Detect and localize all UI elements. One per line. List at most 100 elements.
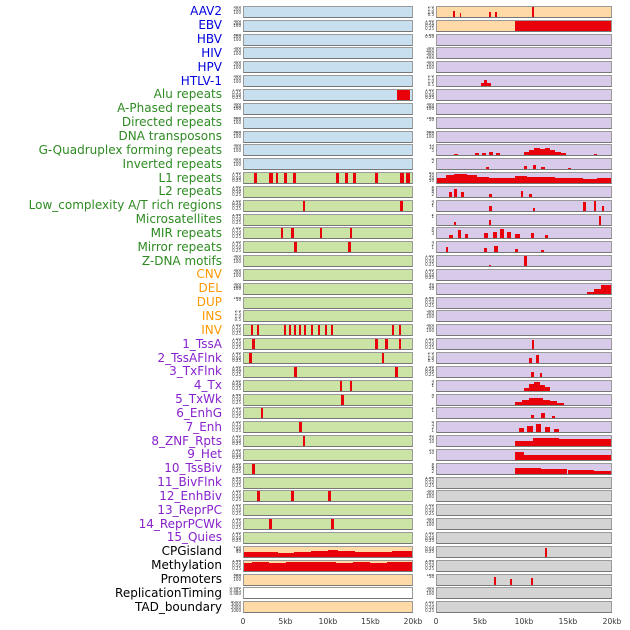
- data-mark: [532, 164, 537, 170]
- data-mark: [370, 562, 387, 571]
- track-label: Directed repeats: [121, 116, 222, 130]
- y-axis-ticks-left: 300 200 100: [233, 158, 241, 167]
- track-row: 1_TssA 1.00 0.75 0.50 0.25 1.00 0.75 0.50 0.25: [0, 337, 630, 351]
- data-mark: [319, 562, 337, 571]
- data-mark: [553, 428, 559, 433]
- data-mark: [544, 426, 551, 433]
- y-axis-ticks-right: 500 400 300 200 100: [426, 47, 434, 60]
- y-axis-ticks-left: 1.00 0.75 0.50 0.25: [232, 352, 241, 364]
- data-mark: [391, 550, 412, 557]
- data-mark: [597, 177, 611, 184]
- track-label: 6_EnhG: [176, 406, 222, 420]
- track-row: Microsatellites 1.00 0.75 0.50 0.25 2 1: [0, 213, 630, 227]
- y-axis-ticks-left: 1.00 0.75 0.50 0.25: [232, 476, 241, 488]
- track-label: TAD_boundary: [134, 600, 222, 614]
- track-row: DUP 100 50 1.00 0.75 0.50 0.25: [0, 296, 630, 310]
- data-mark: [593, 289, 601, 294]
- track-label: Inverted repeats: [122, 157, 222, 171]
- y-axis-ticks-left: 300 200 100: [233, 61, 241, 70]
- data-mark: [375, 339, 378, 350]
- data-mark: [331, 325, 334, 336]
- axis-spacer-left: [0, 614, 243, 629]
- track-panel-right: [436, 5, 612, 18]
- y-axis-ticks-left: 2.0 1.5 1.0 0.5: [234, 310, 241, 322]
- track-panel-left: [243, 531, 413, 544]
- track-label: 5_TxWk: [175, 393, 222, 407]
- x-tick-label: 5kb: [473, 617, 487, 627]
- x-tick-label: 20kb: [403, 617, 423, 627]
- data-mark: [536, 355, 539, 364]
- track-label: Z-DNA motifs: [141, 254, 222, 268]
- data-mark: [338, 551, 355, 557]
- data-mark: [395, 366, 398, 377]
- data-mark: [275, 173, 279, 184]
- data-mark: [598, 215, 602, 225]
- data-mark: [328, 549, 339, 557]
- data-mark: [341, 394, 344, 405]
- y-axis-ticks-left: 1.00 0.75 0.50 0.25: [232, 227, 241, 239]
- track-label: HIV: [201, 46, 222, 60]
- track-panel-right: [436, 462, 612, 475]
- track-label: Methylation: [151, 559, 222, 573]
- data-mark: [569, 178, 584, 184]
- track-label: L1 repeats: [158, 171, 223, 185]
- track-label: CNV: [196, 268, 222, 282]
- data-mark: [354, 552, 372, 557]
- track-panel-left: [243, 158, 413, 171]
- y-axis-ticks-right: 300 200 100: [426, 324, 434, 333]
- y-axis-ticks-right: 500 300 100: [426, 490, 434, 500]
- data-mark: [524, 166, 528, 170]
- data-mark: [299, 422, 302, 433]
- y-axis-ticks-left: 1.00 0.75 0.50 0.25: [232, 518, 241, 530]
- track-row: 9_Het 1.00 0.75 0.50 0.25 20 10: [0, 448, 630, 462]
- data-mark: [280, 228, 284, 239]
- track-row: L2 repeats 1.00 0.75 0.50 0.25 8 6 4 2: [0, 185, 630, 199]
- track-row: HPV 300 200 100 300 200 100: [0, 60, 630, 74]
- data-mark: [539, 384, 545, 391]
- data-mark: [550, 401, 558, 405]
- x-tick-label: 15kb: [361, 617, 380, 627]
- y-axis-ticks-right: 15 10 5: [428, 144, 434, 153]
- data-mark: [454, 221, 457, 225]
- data-mark: [269, 173, 273, 184]
- data-mark: [531, 340, 535, 350]
- y-axis-ticks-left: 300 200 100: [233, 102, 241, 112]
- track-panel-left: [243, 61, 413, 74]
- track-row: HTLV-1 300 200 100 2.0 1.5 1.0 0.5: [0, 74, 630, 88]
- data-mark: [284, 325, 287, 336]
- data-mark: [539, 372, 543, 377]
- y-axis-ticks-left: 1.00 0.75 0.50 0.25: [232, 504, 241, 516]
- data-mark: [515, 176, 528, 184]
- track-label: AAV2: [190, 5, 222, 19]
- track-panel-left: [243, 241, 413, 254]
- track-row: L1 repeats 1.00 0.75 0.50 0.25 40 30 20 10: [0, 171, 630, 185]
- data-mark: [524, 152, 530, 156]
- y-axis-ticks-left: 300 200 100: [233, 255, 241, 264]
- data-mark: [534, 381, 540, 391]
- y-axis-ticks-right: 1.00 0.75 0.50 0.25: [425, 296, 434, 309]
- y-axis-ticks-left: 1.00 0.75 0.50 0.25: [232, 338, 241, 350]
- track-row: HBV 300 200 100 1.00 0.50: [0, 33, 630, 47]
- track-panel-left: [243, 116, 413, 129]
- track-label: 7_Enh: [185, 420, 222, 434]
- data-mark: [269, 562, 286, 571]
- data-mark: [532, 208, 535, 211]
- data-mark: [593, 470, 611, 474]
- y-axis-ticks-left: 1.00 0.75 0.50 0.25: [232, 365, 241, 378]
- data-mark: [260, 551, 278, 557]
- data-mark: [336, 173, 339, 184]
- data-mark: [487, 82, 491, 87]
- y-axis-ticks-right: 1.00 0.75 0.50 0.25: [425, 531, 434, 544]
- track-panel-right: [436, 172, 612, 185]
- data-mark: [319, 228, 323, 239]
- data-mark: [289, 325, 292, 336]
- y-axis-ticks-left: 300 200 100: [233, 33, 241, 43]
- track-panel-right: [436, 476, 612, 489]
- data-mark: [292, 173, 297, 184]
- y-axis-ticks-left: 300 200 100: [233, 282, 241, 292]
- data-mark: [400, 173, 404, 184]
- track-label: HPV: [197, 60, 222, 74]
- x-tick-label: 20kb: [602, 617, 622, 627]
